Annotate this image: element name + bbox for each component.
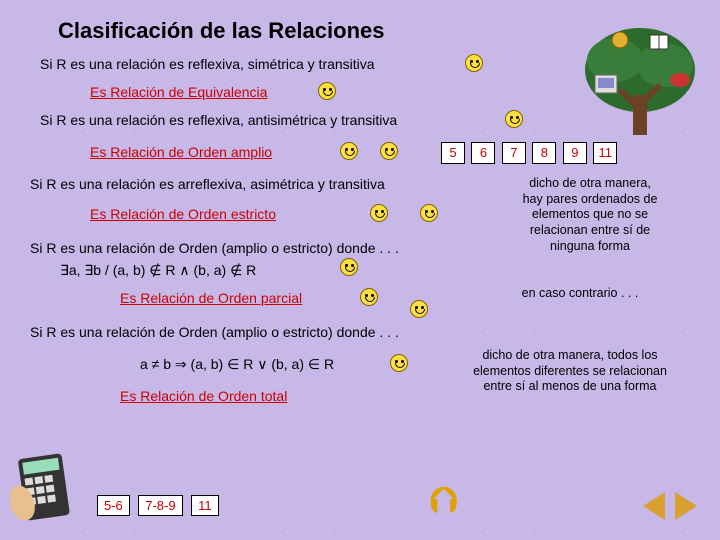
statement-4: Si R es una relación de Orden (amplio o … xyxy=(30,240,399,256)
side-note-1: dicho de otra manera, hay pares ordenado… xyxy=(480,176,700,254)
tree-illustration xyxy=(575,20,705,150)
result-4: Es Relación de Orden parcial xyxy=(120,290,302,306)
bottom-number-row: 5-6 7-8-9 11 xyxy=(95,495,221,516)
page-title: Clasificación de las Relaciones xyxy=(58,18,384,44)
side-note-3: dicho de otra manera, todos los elemento… xyxy=(440,348,700,395)
nav-arrows xyxy=(640,492,700,525)
num-box[interactable]: 7-8-9 xyxy=(138,495,182,516)
statement-1: Si R es una relación es reflexiva, simét… xyxy=(40,56,375,72)
smiley-icon xyxy=(505,110,523,128)
statement-2: Si R es una relación es reflexiva, antis… xyxy=(40,112,397,128)
smiley-icon xyxy=(465,54,483,72)
num-box[interactable]: 11 xyxy=(593,142,617,164)
result-3: Es Relación de Orden estricto xyxy=(90,206,276,222)
statement-5: Si R es una relación de Orden (amplio o … xyxy=(30,324,399,340)
num-box[interactable]: 5 xyxy=(441,142,465,164)
smiley-icon xyxy=(318,82,336,100)
num-box[interactable]: 8 xyxy=(532,142,556,164)
smiley-icon xyxy=(370,204,388,222)
statement-3: Si R es una relación es arreflexiva, asi… xyxy=(30,176,385,192)
num-box[interactable]: 11 xyxy=(191,495,219,516)
statement-4-formula: ∃a, ∃b / (a, b) ∉ R ∧ (b, a) ∉ R xyxy=(60,262,256,279)
smiley-icon xyxy=(410,300,428,318)
next-arrow-icon[interactable] xyxy=(675,492,697,520)
smiley-icon xyxy=(380,142,398,160)
smiley-icon xyxy=(340,142,358,160)
prev-arrow-icon[interactable] xyxy=(643,492,665,520)
calculator-illustration xyxy=(10,448,80,528)
num-box[interactable]: 6 xyxy=(471,142,495,164)
smiley-icon xyxy=(360,288,378,306)
smiley-icon xyxy=(420,204,438,222)
num-box[interactable]: 9 xyxy=(563,142,587,164)
result-2: Es Relación de Orden amplio xyxy=(90,144,272,160)
result-1: Es Relación de Equivalencia xyxy=(90,84,267,100)
number-row: 5 6 7 8 9 11 xyxy=(440,142,618,164)
statement-5-formula: a ≠ b ⇒ (a, b) ∈ R ∨ (b, a) ∈ R xyxy=(140,356,334,373)
num-box[interactable]: 5-6 xyxy=(97,495,130,516)
smiley-icon xyxy=(340,258,358,276)
result-5: Es Relación de Orden total xyxy=(120,388,287,404)
return-icon[interactable]: ⮉ xyxy=(430,479,457,522)
smiley-icon xyxy=(390,354,408,372)
num-box[interactable]: 7 xyxy=(502,142,526,164)
side-note-2: en caso contrario . . . xyxy=(480,286,680,302)
